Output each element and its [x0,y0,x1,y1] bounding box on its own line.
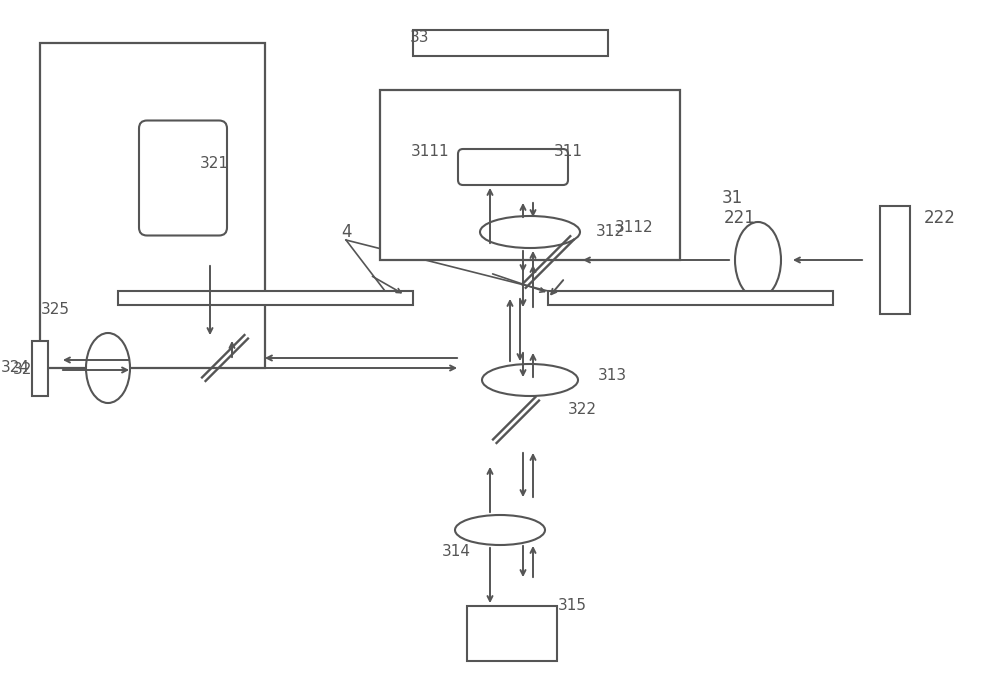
Text: 33: 33 [410,30,430,46]
Bar [40,43,264,368]
Text: 314: 314 [442,544,471,560]
FancyBboxPatch shape [139,121,227,235]
Text: 321: 321 [200,157,228,172]
Ellipse shape [482,364,578,396]
Text: 3112: 3112 [615,221,653,235]
Bar [467,606,557,660]
Text: 313: 313 [597,368,627,384]
Bar [880,206,910,314]
Text: 322: 322 [568,402,596,417]
Text: 325: 325 [40,302,70,317]
Ellipse shape [480,216,580,248]
Text: 221: 221 [724,209,756,227]
Text: 315: 315 [558,598,586,613]
Ellipse shape [455,515,545,545]
Text: 32: 32 [12,362,32,377]
Ellipse shape [86,333,130,403]
FancyBboxPatch shape [458,149,568,185]
Bar [380,90,680,260]
Bar [548,291,832,305]
Text: 222: 222 [924,209,956,227]
Bar [413,30,608,56]
Text: 4: 4 [341,223,351,241]
Ellipse shape [735,222,781,298]
Text: 31: 31 [721,189,743,207]
Text: 311: 311 [554,144,582,159]
Text: 312: 312 [596,224,624,239]
Bar [118,291,413,305]
Text: 3111: 3111 [411,144,449,159]
Text: 324: 324 [0,360,30,375]
Bar [32,340,48,395]
